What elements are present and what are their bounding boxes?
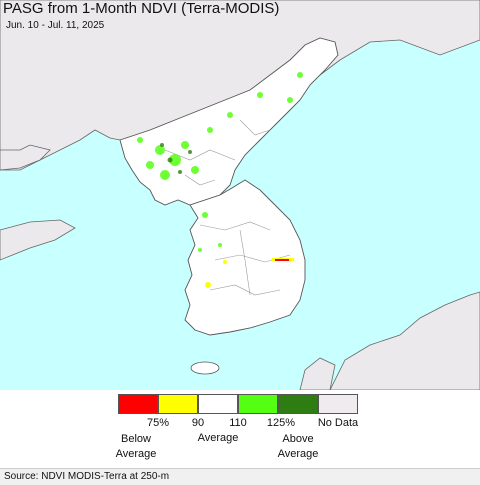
legend-swatch-110-125 — [238, 394, 278, 414]
japan-land — [329, 291, 480, 390]
legend-tick-125: 125% — [266, 417, 296, 429]
legend-above-average-label: Above Average — [277, 433, 319, 460]
legend-average-label: Average — [197, 432, 239, 444]
map-title: PASG from 1-Month NDVI (Terra-MODIS) — [3, 0, 280, 17]
source-label: Source: NDVI MODIS-Terra at 250-m — [4, 471, 170, 482]
legend-below-average-label: Below Average — [115, 433, 157, 460]
legend-swatch-75-90 — [158, 394, 198, 414]
shandong — [0, 219, 76, 261]
south-korea — [184, 179, 306, 336]
legend-swatch-above-125 — [278, 394, 318, 414]
legend-swatch-below-75 — [118, 394, 158, 414]
legend-tick-75: 75% — [146, 417, 170, 429]
map — [0, 0, 480, 390]
province-lines — [164, 119, 291, 296]
legend-tick-110: 110 — [229, 417, 247, 429]
legend-tick-90: 90 — [191, 417, 205, 429]
ndvi-below-average — [205, 258, 294, 288]
footer: Source: NDVI MODIS-Terra at 250-m — [0, 468, 480, 485]
liaodong — [0, 144, 51, 171]
legend-swatch-90-110 — [198, 394, 238, 414]
ndvi-above-average — [137, 72, 303, 252]
ndvi-well-above — [160, 143, 192, 174]
legend-nodata-label: No Data — [317, 417, 359, 429]
jeju-island — [190, 361, 220, 375]
map-subtitle: Jun. 10 - Jul. 11, 2025 — [6, 20, 105, 31]
japan-kyushu — [299, 357, 336, 390]
legend: 75% 90 110 125% No Data Below Average Av… — [0, 394, 480, 464]
legend-swatch-no-data — [318, 394, 358, 414]
